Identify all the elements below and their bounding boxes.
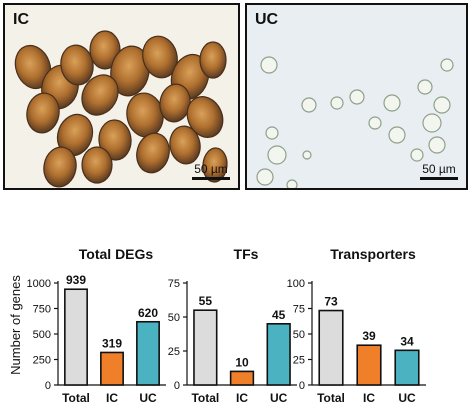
x-tick-label: UC — [139, 391, 157, 405]
chart-title: Transporters — [330, 246, 416, 262]
scale-bar-ic: 50 µm — [192, 162, 230, 180]
bar-value-label: 319 — [102, 336, 122, 350]
bar-total — [193, 309, 218, 386]
uc-cell — [410, 148, 424, 162]
uc-cell — [440, 58, 454, 72]
bar-uc — [136, 320, 160, 386]
ic-cell — [110, 45, 150, 97]
uc-cell — [417, 79, 433, 95]
ic-cell — [89, 30, 121, 70]
ic-cell — [14, 44, 52, 90]
ic-cell — [202, 147, 228, 183]
y-tick-label: 25 — [168, 346, 180, 358]
chart-0: Total DEGs 0 250 500 750 1000 939 Total 319 IC 620… — [27, 246, 166, 405]
uc-cell — [422, 113, 442, 133]
chart-title: Total DEGs — [79, 246, 154, 262]
ic-cell — [43, 146, 77, 188]
x-tick-label: Total — [191, 391, 219, 405]
chart-title: TFs — [234, 246, 259, 262]
bar-value-label: 939 — [66, 273, 86, 287]
ic-cell — [142, 35, 178, 79]
bar-total — [64, 288, 88, 386]
uc-cell — [349, 89, 365, 105]
micrograph-uc: UC 50 µm — [245, 3, 468, 190]
bar-value-label: 620 — [138, 306, 158, 320]
uc-cell — [368, 116, 382, 130]
ic-cell — [26, 92, 60, 134]
y-tick-label: 0 — [299, 380, 305, 392]
uc-cell — [433, 96, 451, 114]
ic-cell — [81, 146, 113, 184]
chart-1: TFs 0 25 50 75 55 Total 10 IC 45 UC — [168, 246, 297, 405]
x-tick-label: UC — [398, 391, 416, 405]
y-tick-label: 75 — [168, 278, 180, 290]
micrograph-ic: IC 50 µm — [3, 3, 240, 190]
ic-cell — [186, 96, 224, 138]
uc-cell — [260, 56, 278, 74]
ic-cell — [199, 41, 227, 79]
panel-label-ic: IC — [13, 11, 29, 28]
x-tick-label: IC — [363, 391, 375, 405]
bar-value-label: 55 — [199, 294, 213, 308]
uc-cell — [428, 136, 446, 154]
y-tick-label: 500 — [33, 329, 51, 341]
bar-value-label: 10 — [235, 355, 249, 369]
uc-cells-image — [256, 56, 454, 188]
chart-2: Transporters 0 25 50 75 100 73 Total 39 IC 34 UC — [287, 246, 426, 405]
y-tick-label: 1000 — [27, 278, 51, 290]
ic-cell — [98, 119, 132, 161]
ic-cells-image — [14, 30, 228, 188]
y-tick-label: 100 — [287, 278, 305, 290]
y-tick-label: 75 — [293, 304, 305, 316]
uc-cell — [265, 126, 279, 140]
bar-uc — [394, 349, 420, 386]
y-tick-label: 0 — [174, 380, 180, 392]
bar-ic — [100, 351, 124, 386]
bar-value-label: 34 — [400, 334, 414, 348]
bar-value-label: 39 — [362, 329, 376, 343]
x-tick-label: IC — [106, 391, 118, 405]
ic-cell — [60, 44, 94, 86]
scale-text-ic: 50 µm — [194, 162, 228, 176]
y-tick-label: 750 — [33, 304, 51, 316]
uc-cell — [302, 150, 312, 160]
uc-cell — [388, 126, 406, 144]
x-tick-label: UC — [270, 391, 288, 405]
ic-cell — [81, 74, 119, 116]
bar-ic — [356, 344, 382, 386]
x-tick-label: Total — [62, 391, 90, 405]
bar-value-label: 45 — [272, 308, 286, 322]
x-tick-label: IC — [236, 391, 248, 405]
uc-cell — [301, 97, 317, 113]
ic-cell — [169, 125, 201, 165]
x-tick-label: Total — [317, 391, 345, 405]
scale-line-uc — [420, 177, 458, 180]
uc-cell — [383, 94, 401, 112]
y-tick-label: 0 — [45, 380, 51, 392]
y-tick-label: 50 — [293, 329, 305, 341]
uc-cell — [256, 168, 274, 186]
ic-cell — [136, 132, 170, 174]
uc-cell — [330, 96, 344, 110]
uc-cell — [286, 179, 298, 188]
y-tick-label: 50 — [168, 312, 180, 324]
bar-uc — [266, 322, 291, 386]
bar-total — [318, 309, 344, 386]
y-tick-label: 25 — [293, 355, 305, 367]
bar-ic — [229, 370, 255, 386]
y-tick-label: 250 — [33, 355, 51, 367]
scale-text-uc: 50 µm — [422, 162, 456, 176]
y-axis-title: Number of genes — [8, 275, 23, 375]
bar-value-label: 73 — [324, 295, 338, 309]
scale-bar-uc: 50 µm — [420, 162, 458, 180]
uc-cell — [267, 145, 287, 165]
panel-label-uc: UC — [255, 11, 279, 28]
scale-line-ic — [192, 177, 230, 180]
